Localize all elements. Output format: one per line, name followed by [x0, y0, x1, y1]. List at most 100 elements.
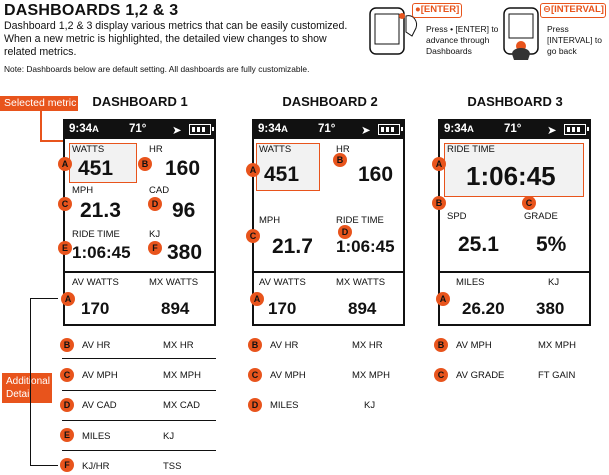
row-right-label: MX HR — [352, 340, 383, 351]
temperature: 71° — [318, 123, 336, 135]
row-left-label: AV CAD — [82, 400, 117, 411]
field-label: KJ — [149, 229, 161, 240]
interval-help-text: Press [INTERVAL] to go back — [547, 24, 602, 56]
field-value: 160 — [358, 163, 394, 186]
row-right-label: MX HR — [163, 340, 194, 351]
bracket-line — [30, 465, 58, 466]
navigation-arrow-icon: ➤ — [361, 125, 371, 137]
page-title: DASHBOARDS 1,2 & 3 — [4, 2, 179, 19]
badge-c: C — [58, 197, 72, 211]
row-badge: D — [248, 398, 262, 412]
dashboard-2-screen: 9:34A 71° ➤ WATTS 451 HR 160 MPH 21.7 RI… — [252, 119, 405, 326]
dashboard-2-title: DASHBOARD 2 — [282, 94, 378, 109]
row-right-label: TSS — [163, 461, 182, 472]
navigation-arrow-icon: ➤ — [547, 125, 557, 137]
temperature: 71° — [504, 123, 522, 135]
field-value: 451 — [78, 157, 114, 180]
enter-button-tag: ●[ENTER] — [412, 3, 462, 18]
clock: 9:34A — [258, 123, 288, 135]
badge-a: A — [61, 292, 75, 306]
field-value: 451 — [264, 163, 300, 186]
row-left-label: KJ/HR — [82, 461, 110, 472]
row-badge: F — [60, 458, 74, 472]
detail-value: 170 — [81, 299, 110, 318]
battery-icon — [378, 124, 403, 135]
selected-metric-callout: Selected metric — [0, 96, 78, 111]
badge-a: A — [432, 157, 446, 171]
enter-help-text: Press • [ENTER] to advance through Dashb… — [426, 24, 499, 56]
detail-value: 380 — [536, 299, 565, 318]
row-divider — [62, 358, 216, 359]
device-interval-illustration — [503, 7, 539, 60]
field-label: WATTS — [259, 144, 292, 155]
field-value: 1:06:45 — [466, 161, 556, 191]
field-label: RIDE TIME — [72, 229, 120, 240]
badge-a: A — [436, 292, 450, 306]
intro-text: Dashboard 1,2 & 3 display various metric… — [4, 20, 348, 58]
badge-b: B — [432, 196, 446, 210]
detail-value: 894 — [348, 299, 377, 318]
row-divider — [62, 450, 216, 451]
row-right-label: MX MPH — [538, 340, 576, 351]
field-value: 25.1 — [458, 233, 499, 256]
row-badge: C — [248, 368, 262, 382]
detail-label: MX WATTS — [149, 277, 199, 288]
badge-c: C — [246, 229, 260, 243]
row-right-label: MX MPH — [352, 370, 390, 381]
field-label: MPH — [259, 215, 281, 226]
row-left-label: AV MPH — [270, 370, 306, 381]
callout-line — [40, 140, 66, 142]
field-label: RIDE TIME — [336, 215, 384, 226]
row-badge: D — [60, 398, 74, 412]
detail-label: MILES — [456, 277, 485, 288]
field-value: 21.7 — [272, 235, 313, 258]
field-label: WATTS — [72, 144, 105, 155]
clock: 9:34A — [69, 123, 99, 135]
field-value: 380 — [167, 241, 203, 264]
bracket-line — [30, 298, 58, 299]
temperature: 71° — [129, 123, 147, 135]
detail-label: AV WATTS — [259, 277, 306, 288]
divider — [65, 271, 214, 273]
row-badge: E — [60, 428, 74, 442]
row-left-label: MILES — [270, 400, 299, 411]
detail-label: AV WATTS — [72, 277, 119, 288]
row-right-label: MX CAD — [163, 400, 200, 411]
dashboard-3-title: DASHBOARD 3 — [467, 94, 563, 109]
dashboard-3-screen: 9:34A 71° ➤ RIDE TIME 1:06:45 SPD 25.1 G… — [438, 119, 591, 326]
clock: 9:34A — [444, 123, 474, 135]
badge-b: B — [138, 157, 152, 171]
row-left-label: AV HR — [270, 340, 299, 351]
row-left-label: AV GRADE — [456, 370, 505, 381]
badge-a: A — [250, 292, 264, 306]
field-value: 1:06:45 — [72, 243, 131, 262]
badge-a: A — [58, 157, 72, 171]
row-left-label: AV MPH — [456, 340, 492, 351]
badge-f: F — [148, 241, 162, 255]
field-label: RIDE TIME — [447, 144, 495, 155]
callout-line — [40, 111, 42, 141]
row-badge: C — [60, 368, 74, 382]
badge-b: B — [333, 153, 347, 167]
row-right-label: MX MPH — [163, 370, 201, 381]
badge-d: D — [148, 197, 162, 211]
divider — [254, 271, 403, 273]
badge-d: D — [338, 225, 352, 239]
battery-icon — [564, 124, 589, 135]
interval-button-tag: ⊖[INTERVAL] — [540, 3, 606, 18]
selected-metric-highlight — [256, 143, 320, 191]
field-value: 160 — [165, 157, 201, 180]
field-label: MPH — [72, 185, 94, 196]
divider — [440, 271, 589, 273]
field-label: HR — [336, 144, 350, 155]
selected-metric-highlight — [444, 143, 584, 197]
row-right-label: FT GAIN — [538, 370, 576, 381]
row-left-label: MILES — [82, 431, 111, 442]
row-badge: C — [434, 368, 448, 382]
detail-label: KJ — [548, 277, 560, 288]
field-value: 96 — [172, 199, 196, 222]
row-left-label: AV HR — [82, 340, 111, 351]
bracket-line — [30, 298, 31, 466]
field-label: HR — [149, 144, 163, 155]
field-label: SPD — [447, 211, 467, 222]
